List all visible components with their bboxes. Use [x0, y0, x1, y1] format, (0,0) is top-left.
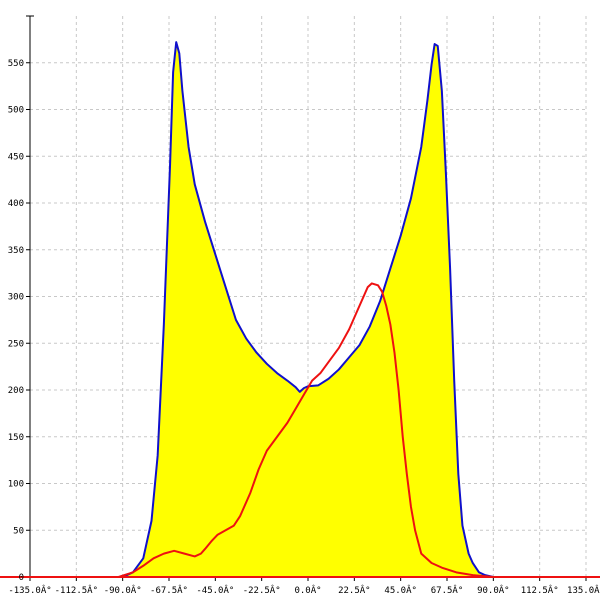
x-tick-label: -67.5Â°	[150, 584, 188, 596]
y-tick-label: 150	[8, 433, 24, 443]
x-tick-label: 135.0Â°	[567, 584, 600, 596]
x-tick-label: -22.5Â°	[243, 584, 281, 596]
x-tick-label: 90.0Â°	[477, 584, 510, 596]
y-tick-label: 50	[13, 526, 24, 536]
y-tick-label: 500	[8, 106, 24, 116]
y-tick-label: 350	[8, 246, 24, 256]
x-tick-label: -45.0Â°	[196, 584, 234, 596]
axes	[0, 15, 600, 581]
x-tick-label: 0.0Â°	[294, 584, 321, 596]
x-tick-label: -112.5Â°	[55, 584, 98, 596]
y-tick-label: 200	[8, 386, 24, 396]
y-tick-label: 450	[8, 152, 24, 162]
x-tick-label: 45.0Â°	[384, 584, 417, 596]
series-0-line	[122, 41, 494, 578]
x-tick-label: 22.5Â°	[338, 584, 371, 596]
x-tick-label: -90.0Â°	[104, 584, 142, 596]
x-tick-label: 67.5Â°	[431, 584, 464, 596]
y-tick-label: 550	[8, 59, 24, 69]
series-layer	[118, 41, 586, 578]
series-0-area	[122, 42, 494, 578]
y-tick-label: 300	[8, 293, 24, 303]
y-tick-label: 0	[19, 573, 24, 583]
y-tick-label: 100	[8, 480, 24, 490]
gridlines	[29, 16, 587, 577]
y-tick-label: 250	[8, 339, 24, 349]
x-tick-label: -135.0Â°	[8, 584, 51, 596]
series-1-line	[118, 282, 586, 578]
tick-labels: -135.0Â° -112.5Â° -90.0Â° -67.5Â° -45.0Â° -22…	[8, 59, 600, 596]
x-tick-label: 112.5Â°	[521, 584, 559, 596]
y-tick-label: 400	[8, 199, 24, 209]
